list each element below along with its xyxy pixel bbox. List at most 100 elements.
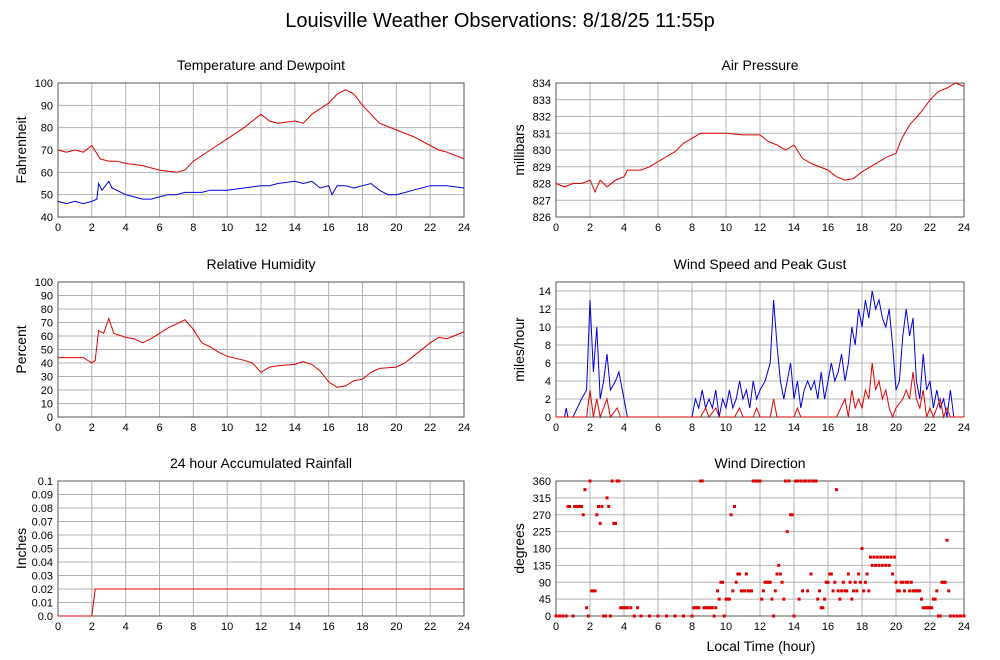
data-point <box>943 580 947 584</box>
x-tick-label: 20 <box>390 222 402 234</box>
x-tick-label: 16 <box>323 422 335 434</box>
x-tick-label: 12 <box>754 222 766 234</box>
y-tick-label: 40 <box>41 212 53 224</box>
chart-title: Temperature and Dewpoint <box>177 57 345 73</box>
data-point <box>699 479 702 483</box>
x-tick-label: 2 <box>587 621 593 633</box>
y-tick-label: 270 <box>533 510 551 522</box>
y-tick-label: 0 <box>545 412 551 424</box>
x-tick-label: 22 <box>424 621 436 633</box>
x-tick-label: 10 <box>221 222 233 234</box>
x-tick-label: 20 <box>390 422 402 434</box>
y-tick-label: 6 <box>545 358 551 370</box>
data-point <box>761 589 765 593</box>
data-point <box>772 614 776 618</box>
y-tick-label: 829 <box>533 162 551 174</box>
data-point <box>603 614 607 618</box>
y-tick-label: 100 <box>35 78 53 90</box>
x-tick-label: 18 <box>356 222 368 234</box>
x-tick-label: 18 <box>356 621 368 633</box>
y-tick-label: 0.03 <box>32 571 53 583</box>
data-point <box>620 606 624 610</box>
y-tick-label: 90 <box>41 100 53 112</box>
data-point <box>913 589 917 593</box>
data-point <box>787 479 791 483</box>
data-point <box>862 589 866 593</box>
data-point <box>811 479 815 483</box>
y-tick-label: 225 <box>533 527 551 539</box>
data-point <box>935 589 939 593</box>
data-point <box>948 614 952 618</box>
y-tick-label: 2 <box>545 394 551 406</box>
data-point <box>619 606 623 610</box>
x-tick-label: 4 <box>123 222 129 234</box>
data-point <box>920 597 923 601</box>
data-point <box>632 614 636 618</box>
data-point <box>855 589 859 593</box>
series-line-0 <box>57 89 465 173</box>
data-point <box>607 505 611 508</box>
data-point <box>792 614 796 618</box>
data-point <box>782 597 786 601</box>
data-point <box>656 614 660 618</box>
y-tick-label: 834 <box>533 78 551 90</box>
data-point <box>595 513 599 517</box>
data-point <box>702 606 706 610</box>
data-point <box>887 563 891 567</box>
data-point <box>625 606 629 610</box>
data-point <box>573 505 577 508</box>
y-tick-label: 180 <box>533 544 551 556</box>
data-point <box>848 580 852 584</box>
data-point <box>940 580 944 584</box>
x-tick-label: 22 <box>924 422 936 434</box>
data-point <box>806 589 810 593</box>
data-point <box>955 614 959 618</box>
data-point <box>914 589 918 593</box>
data-point <box>755 479 759 483</box>
x-tick-label: 10 <box>720 222 732 234</box>
data-point <box>865 572 869 576</box>
y-tick-label: 828 <box>533 179 551 191</box>
x-tick-label: 6 <box>156 621 162 633</box>
data-point <box>838 597 842 601</box>
y-axis-label: Inches <box>13 528 29 569</box>
data-point <box>746 589 750 593</box>
series-line-1 <box>57 180 465 205</box>
data-point <box>860 547 864 550</box>
data-point <box>581 513 585 517</box>
data-point <box>925 606 929 610</box>
data-point <box>858 580 862 584</box>
data-point <box>704 606 708 610</box>
data-point <box>785 530 789 534</box>
series-line-0 <box>58 588 464 617</box>
data-point <box>879 555 883 559</box>
data-point <box>833 580 837 584</box>
chart-title: Wind Speed and Peak Gust <box>674 256 847 272</box>
x-tick-label: 12 <box>255 422 267 434</box>
data-point <box>819 606 823 610</box>
data-point <box>775 572 779 576</box>
data-point <box>561 614 565 618</box>
x-tick-label: 6 <box>156 422 162 434</box>
y-tick-label: 135 <box>533 560 551 572</box>
data-point <box>906 580 910 584</box>
data-point <box>809 572 813 576</box>
data-point <box>801 589 804 593</box>
x-tick-label: 8 <box>689 621 695 633</box>
x-tick-label: 6 <box>655 621 661 633</box>
data-point <box>942 580 946 584</box>
y-tick-label: 360 <box>533 476 551 488</box>
data-point <box>846 572 850 576</box>
data-point <box>707 606 711 610</box>
data-point <box>790 513 794 517</box>
y-tick-label: 12 <box>539 304 551 316</box>
x-tick-label: 14 <box>289 422 301 434</box>
y-tick-label: 8 <box>545 340 551 352</box>
y-tick-label: 50 <box>41 190 53 202</box>
y-tick-label: 0.02 <box>32 584 53 596</box>
data-point <box>743 589 747 593</box>
data-point <box>773 589 777 593</box>
data-point <box>693 606 697 610</box>
x-tick-label: 4 <box>123 422 129 434</box>
